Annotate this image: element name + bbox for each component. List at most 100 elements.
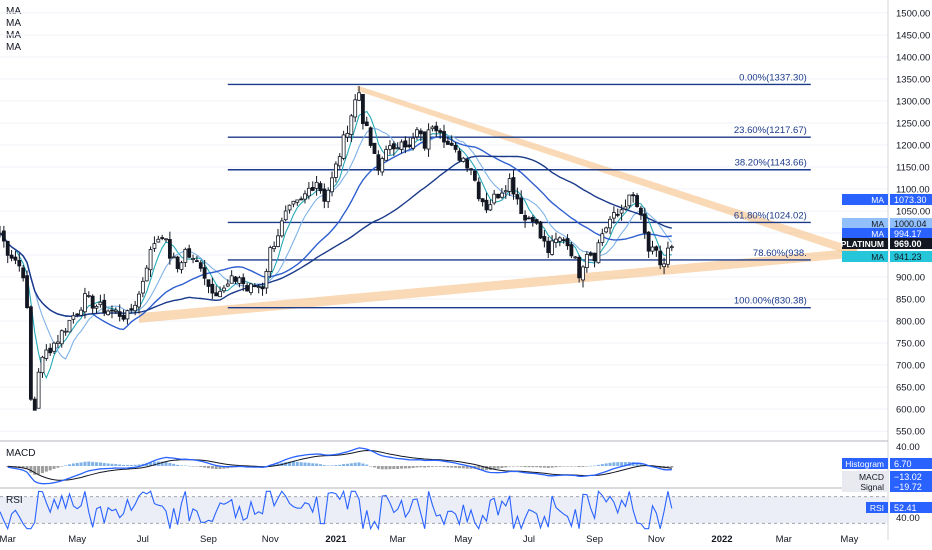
macd-histogram-bar [83,461,87,466]
candle-body [527,217,531,220]
candle [434,121,439,138]
macd-histogram-bar [160,461,164,466]
candle [83,287,87,319]
candle-body [368,127,373,146]
macd-tag-box [842,471,888,482]
candle-body [179,262,184,270]
candle-body [9,254,14,259]
candle [534,218,539,225]
candle-body [249,283,253,293]
candle-body [411,137,416,149]
candle [364,116,369,127]
candle-body [113,309,118,312]
candle [372,142,377,154]
price-tick-0: 1500.00 [896,8,930,19]
candle-body [0,232,2,235]
macd-histogram-bar [106,463,110,466]
candle [129,303,134,313]
candle-body [17,259,22,267]
macd-histogram-bar [345,463,349,466]
price-tick-9: 1050.00 [896,206,930,217]
time-axis: Mar May Jul Sep Nov 2021 Mar May Jul Sep Nov 2022 Ma… [0,534,859,545]
candle [465,157,470,172]
candle [619,204,624,221]
candle-body [268,247,273,273]
rsi-axis-tick: 40.00 [896,513,920,524]
macd-histogram-bar [17,466,21,468]
candle-body [588,252,593,256]
candle [237,275,242,288]
candle [106,309,111,316]
candle-body [341,134,346,159]
candle-body [546,240,551,254]
time-tick-11: 2022 [711,534,732,545]
candle-body [619,209,624,214]
candle [171,252,176,259]
price-tag-name-box [842,238,888,249]
candle [98,294,103,308]
candle-body [646,231,651,252]
candle [36,368,41,409]
candle [476,177,481,202]
candle [507,173,512,196]
candle-body [303,193,307,200]
candle [550,235,555,256]
candle-body [592,252,597,262]
candle-body [295,199,300,203]
macd-histogram-bar [322,465,326,466]
candle [260,282,265,296]
candle [662,257,666,274]
candle-body [511,177,516,195]
candle-body [399,141,404,150]
candle-body [98,301,103,306]
macd-histogram-bar [604,463,608,466]
macd-histogram-bar [79,462,83,466]
candle [403,136,408,154]
signal-tag-label: Signal [860,482,884,492]
candle [44,344,49,361]
candle [318,181,323,194]
price-tag-value-box [890,218,932,229]
candle-body [669,246,674,249]
macd-histogram-bar [423,466,427,468]
macd-histogram-bar [214,466,218,470]
rsi-tag-value: 52.41 [894,503,917,513]
macd-tag-value: −13.02 [894,472,922,482]
candle-body [63,330,68,333]
macd-histogram-bar [315,463,319,466]
time-tick-3: Sep [200,534,217,545]
candle [175,255,180,273]
candle-body [21,267,26,279]
macd-histogram-bar [29,466,33,473]
candle [268,245,273,278]
price-tag-value: 1000.04 [894,219,927,229]
candle [361,94,365,130]
ma-legend: MA MA MA MA [6,6,21,54]
candle [349,113,354,143]
macd-histogram-bar [415,466,419,468]
ma-legend-2: MA [6,18,21,29]
macd-histogram-bar [37,466,41,475]
signal-value-box [890,481,932,492]
macd-histogram-bar [56,466,60,468]
candle [484,192,489,214]
macd-histogram-bar [484,466,488,471]
candle-body [71,315,76,320]
macd-histogram-bar [125,464,129,466]
macd-histogram-bar [179,465,183,466]
candle [569,241,574,259]
macd-histogram-bar [454,466,458,468]
candle [156,235,161,243]
macd-histogram-bar [388,466,392,470]
macd-histogram-bar [616,462,620,466]
candle [140,277,145,298]
macd-histogram-bar [496,466,500,469]
candle [573,256,578,259]
macd-histogram-bar [25,466,29,470]
candle [303,190,307,204]
ma-legend-4: MA [6,42,21,53]
macd-histogram-bar [67,464,71,466]
rsi-band [0,496,888,524]
macd-histogram-bar [430,466,434,467]
candle [453,141,458,153]
